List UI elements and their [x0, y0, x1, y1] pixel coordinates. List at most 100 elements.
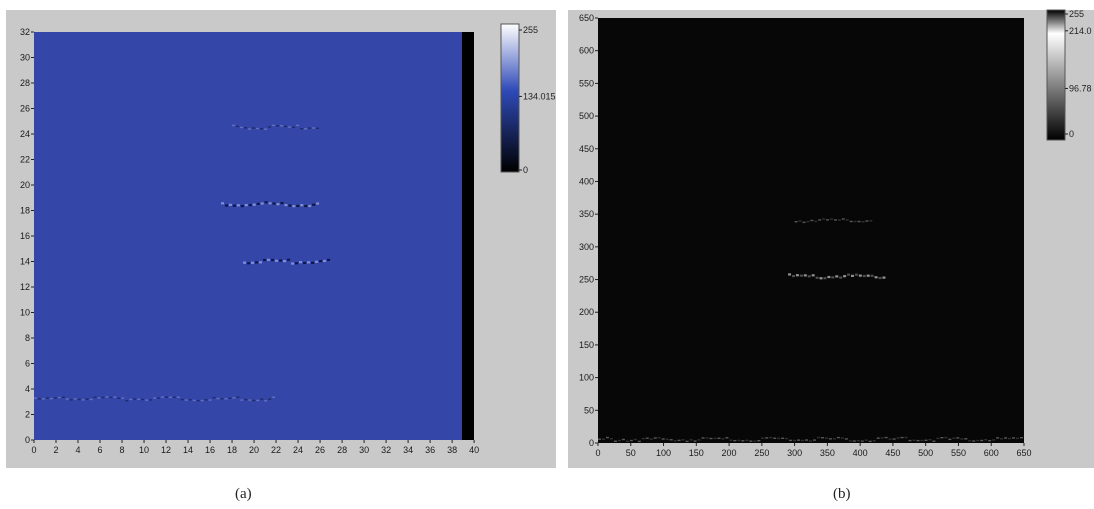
feature-mark: [845, 219, 849, 221]
feature-mark: [1000, 438, 1004, 440]
feature-mark: [972, 440, 976, 442]
feature-mark: [749, 440, 753, 442]
feature-mark: [717, 437, 721, 440]
feature-mark: [853, 220, 857, 223]
feature-mark: [598, 438, 601, 440]
feature-mark: [806, 220, 810, 223]
feature-mark: [665, 438, 669, 441]
feature-mark: [936, 437, 940, 440]
feature-mark: [677, 439, 681, 442]
feature-mark: [204, 399, 208, 401]
x-tick-label: 20: [249, 445, 259, 455]
feature-mark: [208, 399, 212, 401]
feature-mark: [892, 438, 896, 440]
feature-mark: [228, 203, 232, 206]
feature-mark: [866, 274, 870, 277]
caption-b: (b): [833, 486, 851, 502]
feature-mark: [255, 261, 259, 264]
feature-mark: [292, 126, 296, 129]
y-tick-label: 8: [25, 333, 30, 343]
feature-mark: [89, 398, 93, 401]
feature-mark: [713, 437, 717, 440]
feature-mark: [830, 218, 834, 220]
feature-mark: [681, 439, 685, 441]
feature-mark: [976, 439, 980, 442]
feature-mark: [232, 124, 236, 127]
feature-mark: [948, 438, 952, 441]
feature-mark: [920, 439, 924, 442]
feature-mark: [788, 273, 792, 276]
feature-mark: [268, 398, 272, 400]
y-tick-label: 100: [579, 373, 594, 383]
x-tick-label: 36: [425, 445, 435, 455]
feature-mark: [705, 437, 709, 439]
feature-mark: [737, 439, 741, 442]
feature-mark: [101, 396, 105, 399]
x-tick-label: 400: [853, 448, 868, 458]
y-tick-label: 650: [579, 13, 594, 23]
feature-mark: [240, 399, 244, 401]
feature-mark: [272, 202, 276, 205]
feature-mark: [280, 125, 284, 127]
feature-mark: [803, 274, 807, 277]
y-tick-label: 550: [579, 78, 594, 88]
y-tick-label: 20: [20, 180, 30, 190]
feature-mark: [45, 397, 49, 399]
feature-mark: [996, 437, 1000, 439]
feature-mark: [860, 440, 864, 442]
feature-mark: [323, 259, 327, 263]
feature-mark: [296, 204, 300, 208]
feature-mark: [196, 399, 200, 402]
feature-mark: [721, 438, 725, 440]
feature-mark: [609, 438, 613, 440]
feature-mark: [861, 221, 865, 223]
feature-mark: [252, 399, 256, 402]
feature-mark: [794, 220, 798, 223]
feature-mark: [944, 436, 948, 439]
feature-mark: [49, 397, 53, 400]
x-tick-label: 600: [984, 448, 999, 458]
feature-mark: [316, 202, 320, 205]
feature-mark: [315, 260, 319, 263]
feature-mark: [844, 438, 848, 440]
feature-mark: [168, 396, 172, 398]
y-tick-label: 0: [589, 438, 594, 448]
feature-mark: [299, 261, 303, 264]
feature-mark: [256, 202, 260, 205]
feature-mark: [243, 261, 247, 264]
y-tick-label: 200: [579, 307, 594, 317]
feature-mark: [801, 439, 805, 442]
feature-mark: [785, 437, 789, 440]
caption-a: (a): [235, 486, 252, 502]
feature-mark: [836, 436, 840, 439]
feature-mark: [256, 127, 260, 130]
feature-mark: [896, 437, 900, 439]
x-tick-label: 200: [722, 448, 737, 458]
colorbar-a: [500, 23, 520, 173]
y-tick-label: 10: [20, 308, 30, 318]
feature-mark: [812, 439, 816, 441]
y-tick-label: 2: [25, 410, 30, 420]
feature-mark: [827, 275, 831, 279]
y-tick-label: 500: [579, 111, 594, 121]
x-tick-label: 10: [139, 445, 149, 455]
feature-mark: [160, 396, 164, 398]
colorbar-tick-label: 214.0: [1069, 26, 1092, 36]
feature-mark: [826, 219, 830, 221]
feature-mark: [908, 439, 912, 442]
feature-mark: [311, 261, 315, 264]
feature-mark: [802, 221, 806, 224]
feature-mark: [268, 126, 272, 128]
feature-mark: [129, 398, 133, 401]
feature-mark: [649, 438, 653, 440]
x-tick-label: 14: [183, 445, 193, 455]
y-tick-label: 14: [20, 257, 30, 267]
feature-mark: [653, 437, 657, 439]
feature-mark: [176, 396, 180, 398]
x-tick-label: 34: [403, 445, 413, 455]
colorbar-tick-label: 0: [1069, 129, 1074, 139]
feature-mark: [932, 440, 936, 442]
feature-mark: [133, 398, 137, 400]
x-tick-label: 0: [595, 448, 600, 458]
y-tick-label: 28: [20, 78, 30, 88]
